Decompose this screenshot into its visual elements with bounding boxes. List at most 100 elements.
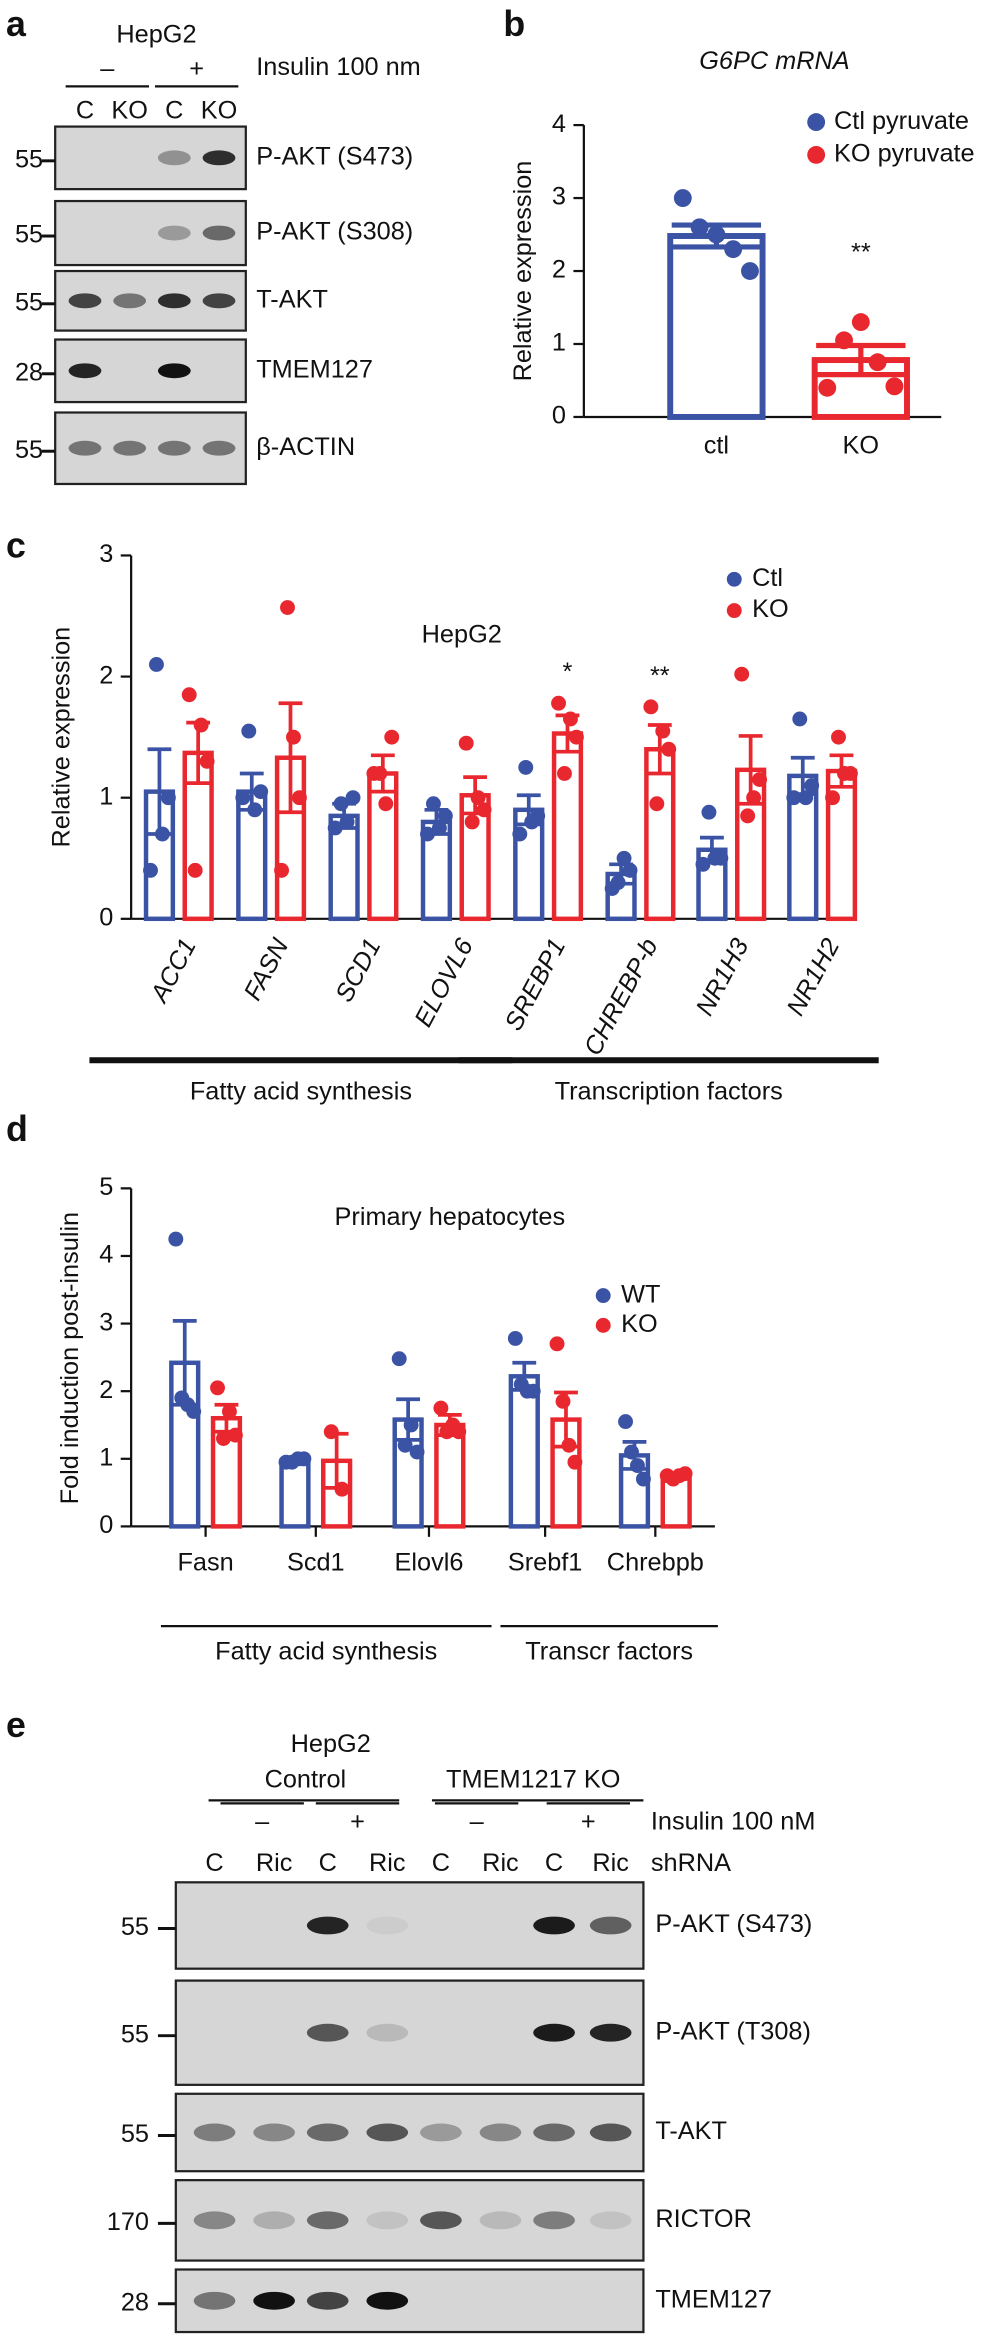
data-point [518,759,534,775]
data-point [804,778,820,794]
band [306,1916,349,1935]
band [306,2211,349,2230]
condition: + [189,55,204,83]
data-point [752,772,768,787]
mw-label: 170 [107,2208,149,2236]
data-point [616,850,632,866]
band [479,2211,522,2230]
condition: – [255,1807,270,1835]
group-label: Fatty acid synthesis [190,1078,412,1106]
data-point [701,804,717,820]
data-point [420,826,435,842]
band [157,150,191,166]
data-point [690,218,709,237]
data-point [437,808,453,824]
row-label: P-AKT (T308) [655,2017,811,2045]
legend-swatch [595,1317,611,1333]
data-point [464,814,480,830]
data-point [431,820,447,836]
band [366,2023,409,2042]
data-point [403,1417,419,1433]
lane-label: C [432,1849,450,1877]
lane-label: Ric [369,1849,406,1877]
data-point [740,808,756,824]
data-point [635,1471,651,1487]
data-point [695,856,711,872]
band [366,1916,409,1935]
x-tick-label: ELOVL6 [409,933,479,1031]
band [68,440,102,456]
legend-label: KO [752,595,789,623]
data-point [333,796,349,812]
legend-label: KO [621,1310,658,1338]
mw-label: 28 [15,358,43,386]
data-point [221,1404,237,1419]
lane-label: C [165,96,183,124]
lane-label: KO [111,96,148,124]
data-point [507,1331,523,1346]
data-point [557,766,572,781]
data-point [624,1444,639,1460]
row-label: T-AKT [256,286,328,314]
y-tick-label: 0 [99,904,113,932]
data-point [835,331,853,350]
data-point [530,808,546,824]
y-tick-label: 1 [99,1443,113,1471]
data-point [610,875,626,890]
x-tick-label: Srebf1 [508,1548,583,1576]
data-point [786,790,802,806]
significance: ** [650,662,670,690]
data-point [384,729,400,745]
bar [508,1374,540,1529]
data-point [661,741,677,757]
row-label: RICTOR [655,2205,752,2233]
band [366,2291,409,2310]
band [68,363,102,379]
band [533,2211,575,2230]
lane-label: Ric [482,1849,519,1877]
legend-label: Ctl pyruvate [834,107,969,135]
blot [174,2179,645,2262]
group-label: Fatty acid synthesis [215,1638,437,1666]
band [306,2023,349,2042]
x-tick-label: Chrebpb [607,1548,704,1576]
row-label: P-AKT (S308) [256,218,413,246]
band [366,2123,409,2142]
data-point [210,1380,225,1396]
band [420,2211,462,2230]
data-point [643,699,659,715]
band [533,2123,575,2142]
band [533,2023,575,2042]
data-point [397,1437,413,1453]
data-point [296,1451,312,1467]
y-axis-label: Fold induction post-insulin [56,1212,84,1504]
data-point [622,862,638,878]
data-point [168,1231,184,1247]
data-point [842,766,858,781]
condition: + [350,1807,365,1835]
y-tick-label: 4 [99,1241,113,1269]
y-tick-label: 0 [552,402,566,430]
condition: + [581,1807,596,1835]
data-point [868,353,887,372]
mw-label: 55 [15,221,43,249]
panel-label: a [6,4,27,44]
data-point [458,735,474,751]
data-point [274,862,289,878]
data-point [143,862,158,878]
x-tick-label: SREBP1 [500,934,572,1035]
chart-title: HepG2 [422,621,502,649]
data-point [831,729,846,745]
row-label: β-ACTIN [256,433,355,461]
bar [434,1422,466,1529]
data-point [216,1431,231,1446]
treatment: Insulin 100 nM [651,1807,816,1835]
band [306,2123,349,2142]
data-point [286,729,301,745]
data-point [673,189,692,207]
y-tick-label: 1 [552,329,566,357]
band [193,2291,236,2310]
band [113,440,147,456]
band [306,2291,349,2310]
blot [54,338,247,404]
